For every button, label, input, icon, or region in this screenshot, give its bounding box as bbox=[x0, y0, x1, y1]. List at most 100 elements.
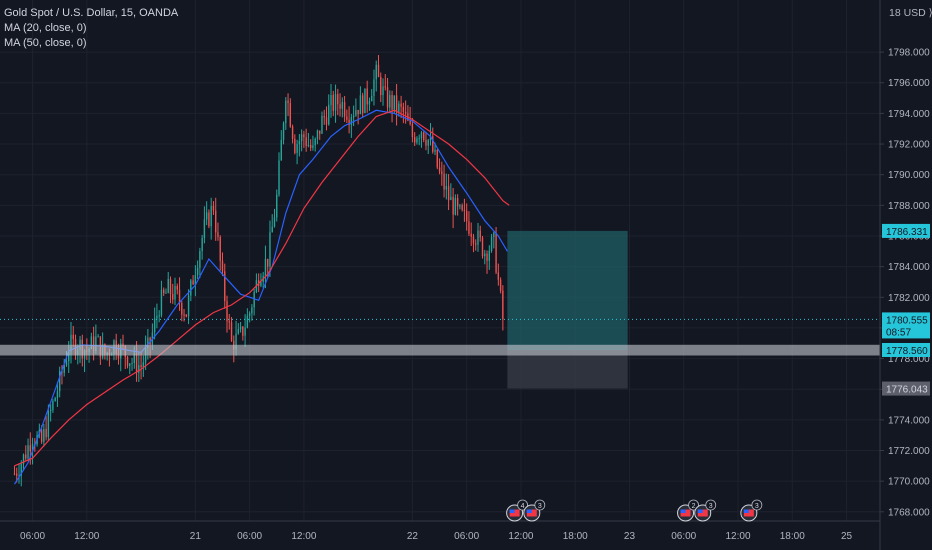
candle-body bbox=[425, 139, 427, 146]
candle-body bbox=[361, 95, 364, 113]
candle-body bbox=[242, 326, 244, 336]
candle-body bbox=[454, 198, 457, 215]
candle-body bbox=[22, 454, 25, 465]
candle-body bbox=[278, 160, 280, 195]
event-count-label: 2 bbox=[692, 503, 696, 510]
candle-body bbox=[63, 365, 65, 373]
candle-body bbox=[307, 144, 310, 146]
candle-body bbox=[95, 336, 97, 351]
candle-body bbox=[343, 102, 346, 117]
candle-body bbox=[142, 362, 145, 368]
candle-body bbox=[162, 289, 165, 294]
event-count-label: 4 bbox=[521, 503, 525, 510]
candle-body bbox=[20, 464, 22, 476]
event-count-label: 3 bbox=[709, 503, 713, 510]
candle-body bbox=[461, 205, 463, 210]
candle-body bbox=[140, 365, 142, 368]
event-count-label: 3 bbox=[538, 503, 542, 510]
candle-body bbox=[92, 336, 95, 351]
price-tick-label: 1778.000 bbox=[888, 354, 930, 365]
stop-zone[interactable] bbox=[507, 349, 628, 389]
candle-body bbox=[359, 95, 362, 115]
ma50-line[interactable] bbox=[14, 109, 510, 467]
candle-body bbox=[499, 279, 502, 291]
candle-body bbox=[334, 94, 337, 111]
candle-body bbox=[352, 115, 355, 118]
candle-body bbox=[147, 337, 149, 349]
time-tick-label: 06:00 bbox=[237, 531, 262, 542]
event-count-badge bbox=[517, 499, 529, 511]
candle-body bbox=[368, 101, 371, 105]
flag-icon-canton bbox=[526, 509, 532, 513]
time-tick-label: 18:00 bbox=[563, 531, 588, 542]
candle-body bbox=[398, 103, 400, 112]
price-tick-label: 1798.000 bbox=[888, 48, 930, 59]
price-tag[interactable] bbox=[882, 381, 930, 396]
candle-body bbox=[282, 123, 285, 140]
candle-body bbox=[172, 294, 174, 300]
candle-body bbox=[16, 473, 18, 476]
candle-body bbox=[429, 136, 432, 140]
candle-body bbox=[131, 363, 133, 365]
candle-body bbox=[72, 334, 74, 340]
candle-body bbox=[434, 149, 436, 152]
candle-body bbox=[65, 361, 68, 366]
target-zone[interactable] bbox=[507, 230, 628, 350]
candle-body bbox=[167, 279, 169, 293]
candle-body bbox=[210, 205, 212, 227]
candle-body bbox=[185, 314, 188, 317]
candle-body bbox=[373, 79, 375, 96]
price-tag-label: 1776.043 bbox=[886, 385, 928, 396]
candle-body bbox=[169, 279, 172, 295]
candle-body bbox=[68, 351, 70, 362]
candle-body bbox=[477, 230, 479, 245]
candle-body bbox=[393, 95, 396, 110]
horizontal-zone[interactable] bbox=[0, 344, 880, 356]
candle-body bbox=[456, 198, 459, 207]
candle-body bbox=[13, 473, 16, 475]
candle-body bbox=[235, 333, 237, 350]
candle-body bbox=[244, 327, 246, 336]
price-axis-currency[interactable]: 18 USD ⟩0 bbox=[889, 7, 932, 19]
price-tag[interactable] bbox=[882, 312, 930, 339]
candle-body bbox=[357, 110, 359, 115]
candle-body bbox=[418, 138, 420, 140]
candle-body bbox=[427, 139, 429, 146]
candle-body bbox=[423, 132, 425, 140]
candle-body bbox=[484, 253, 486, 257]
candle-body bbox=[138, 365, 140, 373]
candle-body bbox=[280, 139, 282, 161]
candle-body bbox=[409, 120, 411, 125]
candle-body bbox=[382, 86, 384, 96]
candle-body bbox=[219, 236, 221, 261]
ma50-legend-label[interactable]: MA (50, close, 0) bbox=[4, 37, 87, 49]
candle-body bbox=[205, 212, 208, 220]
price-tag[interactable] bbox=[882, 342, 930, 357]
candle-body bbox=[325, 117, 328, 125]
candle-body bbox=[271, 226, 273, 233]
candle-body bbox=[122, 343, 124, 346]
candle-body bbox=[187, 295, 190, 317]
candle-body bbox=[465, 210, 468, 222]
candle-body bbox=[246, 315, 249, 328]
candle-body bbox=[384, 86, 386, 88]
price-tick-label: 1772.000 bbox=[888, 446, 930, 457]
candle-body bbox=[479, 230, 481, 238]
price-tick-label: 1788.000 bbox=[888, 201, 930, 212]
symbol-title[interactable]: Gold Spot / U.S. Dollar, 15, OANDA bbox=[4, 7, 179, 19]
candle-body bbox=[294, 138, 296, 153]
candle-body bbox=[276, 194, 278, 218]
time-tick-label: 12:00 bbox=[508, 531, 533, 542]
candle-body bbox=[316, 130, 319, 139]
candle-body bbox=[79, 339, 81, 350]
candle-body bbox=[495, 232, 497, 273]
candle-body bbox=[153, 318, 156, 333]
ma20-legend-label[interactable]: MA (20, close, 0) bbox=[4, 22, 87, 34]
price-tag[interactable] bbox=[882, 223, 930, 238]
candle-body bbox=[420, 132, 423, 139]
candle-body bbox=[43, 428, 45, 442]
candle-body bbox=[400, 103, 402, 107]
candle-body bbox=[212, 205, 215, 211]
candle-body bbox=[463, 209, 466, 211]
